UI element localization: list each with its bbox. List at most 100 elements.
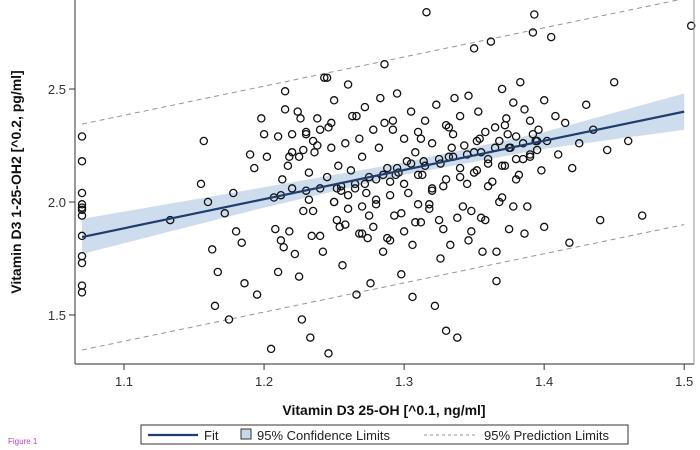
data-point: [304, 168, 314, 177]
data-point: [364, 211, 374, 220]
data-point: [385, 177, 395, 186]
data-point: [207, 245, 217, 254]
y-axis: 1.5 2.0 2.5: [48, 82, 75, 323]
legend-confidence-label: 95% Confidence Limits: [257, 428, 390, 443]
data-point: [444, 123, 454, 132]
data-point: [313, 114, 322, 123]
data-point: [210, 301, 220, 311]
data-point: [516, 77, 525, 87]
data-point: [399, 227, 409, 236]
data-point: [430, 301, 440, 311]
data-point: [343, 190, 353, 200]
data-point: [196, 179, 206, 189]
data-point: [77, 157, 87, 166]
data-point: [77, 258, 87, 268]
x-tick-label: 1.5: [675, 374, 693, 389]
data-point: [623, 136, 633, 146]
data-point: [371, 200, 381, 209]
y-tick-label: 1.5: [48, 308, 66, 323]
data-point: [290, 249, 300, 259]
data-point: [301, 127, 311, 137]
data-point: [520, 105, 529, 114]
data-point: [306, 333, 315, 342]
data-point: [574, 139, 584, 148]
data-point: [450, 93, 459, 103]
data-point: [432, 100, 441, 110]
data-point: [483, 154, 493, 164]
data-point: [511, 154, 521, 164]
data-point: [231, 227, 241, 236]
data-point: [332, 215, 342, 225]
data-point: [464, 91, 473, 101]
data-point: [315, 231, 325, 241]
y-tick-label: 2.0: [48, 195, 66, 210]
data-point: [380, 59, 389, 69]
data-point: [352, 111, 361, 121]
plot-frame: [74, 0, 695, 365]
data-point: [285, 227, 294, 236]
data-point: [464, 236, 473, 245]
data-point: [363, 233, 372, 243]
data-point: [308, 136, 318, 146]
data-point: [315, 125, 325, 134]
data-point: [213, 267, 223, 277]
data-point: [388, 125, 398, 134]
data-point: [313, 141, 322, 150]
data-point: [357, 229, 367, 238]
data-point: [427, 186, 437, 195]
data-point: [285, 152, 294, 162]
data-point: [534, 125, 543, 134]
data-point: [447, 143, 456, 153]
y-axis-title: Vitamin D3 1-25-OH2 [^0.2, pg/ml]: [8, 70, 24, 293]
data-point: [483, 181, 493, 191]
data-point: [259, 129, 269, 139]
data-point: [77, 132, 87, 141]
data-point: [322, 73, 332, 82]
data-point: [355, 229, 364, 238]
data-point: [448, 129, 458, 139]
data-point: [240, 279, 249, 288]
figure-label: Figure 1: [8, 437, 38, 446]
data-point: [287, 184, 297, 193]
data-point: [343, 204, 353, 214]
data-point: [565, 238, 574, 247]
data-point: [483, 159, 493, 168]
data-point: [77, 211, 87, 220]
data-point: [546, 32, 556, 42]
data-point: [503, 129, 512, 139]
data-point: [327, 118, 336, 128]
fit-line: [81, 110, 685, 239]
data-point: [203, 197, 213, 207]
x-tick-label: 1.2: [255, 374, 273, 389]
fit-line-layer: [81, 110, 685, 239]
data-point: [497, 84, 507, 94]
data-point: [397, 209, 406, 218]
data-point: [609, 77, 619, 87]
data-point: [476, 213, 486, 223]
data-point: [411, 148, 420, 157]
data-point: [271, 224, 280, 234]
data-point: [528, 28, 538, 37]
data-point: [245, 150, 255, 159]
data-point: [406, 107, 416, 116]
data-point: [336, 186, 346, 195]
data-point: [567, 163, 577, 173]
data-point: [509, 98, 518, 107]
data-point: [329, 96, 339, 105]
data-point: [439, 224, 448, 234]
data-point: [229, 188, 238, 198]
data-point: [352, 290, 361, 299]
data-point: [257, 114, 266, 123]
data-point: [250, 163, 259, 173]
data-point: [492, 247, 501, 256]
data-point: [525, 150, 535, 159]
data-point: [341, 220, 350, 229]
data-point: [455, 111, 465, 121]
data-point: [408, 240, 417, 250]
data-point: [511, 175, 521, 184]
legend-prediction-label: 95% Prediction Limits: [484, 428, 609, 443]
data-point: [224, 315, 234, 324]
data-point: [343, 80, 353, 89]
data-point: [416, 134, 426, 143]
data-point: [385, 190, 395, 200]
